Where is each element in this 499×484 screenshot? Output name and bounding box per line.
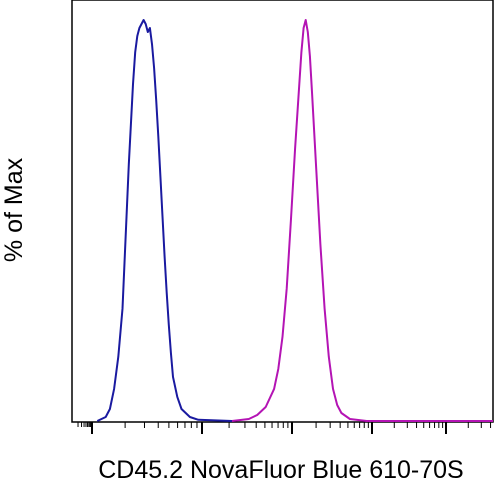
x-axis-label: CD45.2 NovaFluor Blue 610-70S	[98, 456, 463, 484]
plot-frame	[71, 0, 494, 423]
histogram-series	[96, 19, 493, 422]
series-line-1	[96, 19, 233, 422]
series-line-2	[231, 19, 493, 422]
plot-border	[71, 0, 494, 423]
x-axis-ticks	[77, 422, 492, 434]
y-axis-label: % of Max	[0, 157, 28, 262]
